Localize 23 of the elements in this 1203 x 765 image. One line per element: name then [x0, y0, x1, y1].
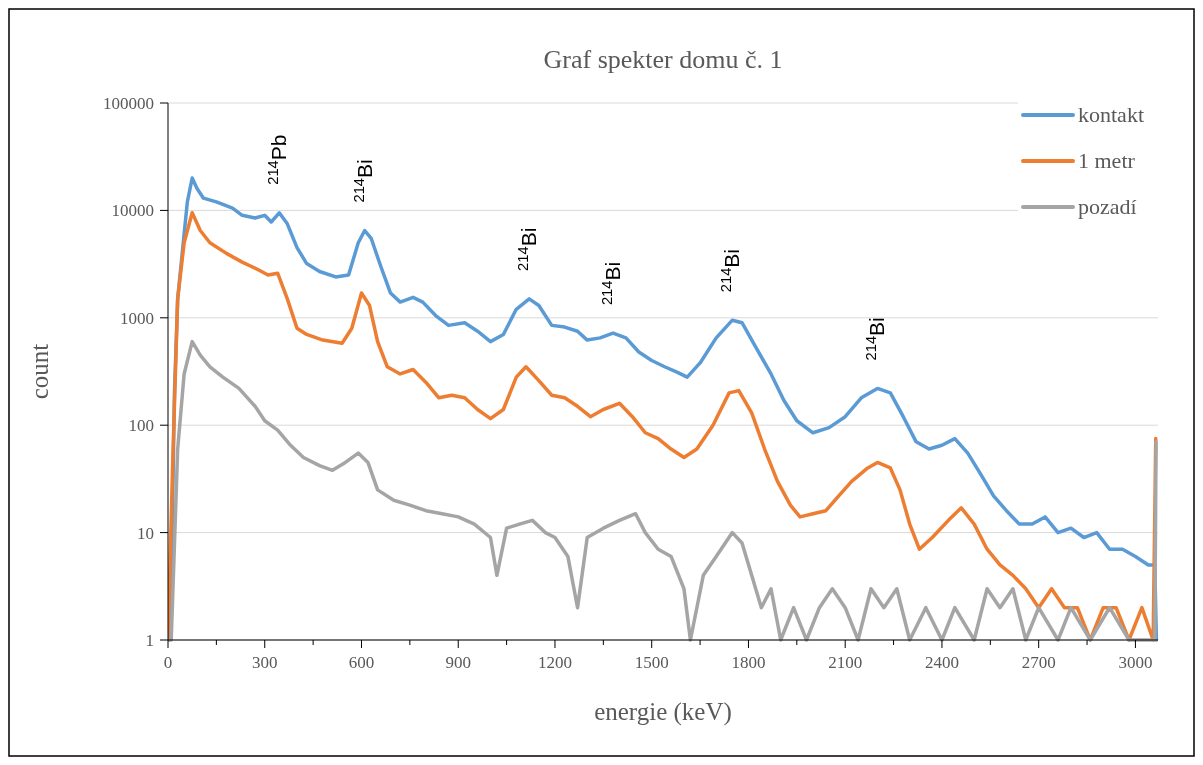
x-tick-label: 1500	[634, 653, 669, 672]
x-tick-label: 3000	[1118, 653, 1153, 672]
x-tick-label: 0	[163, 653, 173, 672]
chart-title: Graf spekter domu č. 1	[543, 45, 783, 74]
legend-label: pozadí	[1078, 194, 1137, 219]
y-axis-title: count	[26, 343, 53, 400]
y-tick-label: 10	[137, 523, 154, 543]
x-tick-label: 1200	[537, 653, 572, 672]
x-tick-label: 2700	[1021, 653, 1056, 672]
x-tick-label: 900	[445, 653, 471, 672]
y-tick-label: 100	[128, 416, 154, 436]
x-tick-label: 2100	[828, 653, 863, 672]
x-axis-title: energie (keV)	[594, 698, 732, 726]
x-tick-label: 2400	[924, 653, 959, 672]
legend-label: kontakt	[1078, 102, 1144, 127]
y-tick-label: 1000	[120, 308, 154, 328]
x-tick-label: 1800	[731, 653, 766, 672]
legend-label: 1 metr	[1078, 148, 1136, 173]
x-tick-label: 600	[348, 653, 375, 672]
x-tick-label: 300	[251, 653, 278, 672]
y-tick-label: 100000	[103, 94, 154, 113]
y-tick-label: 10000	[111, 201, 154, 221]
y-tick-label: 1	[145, 631, 154, 650]
